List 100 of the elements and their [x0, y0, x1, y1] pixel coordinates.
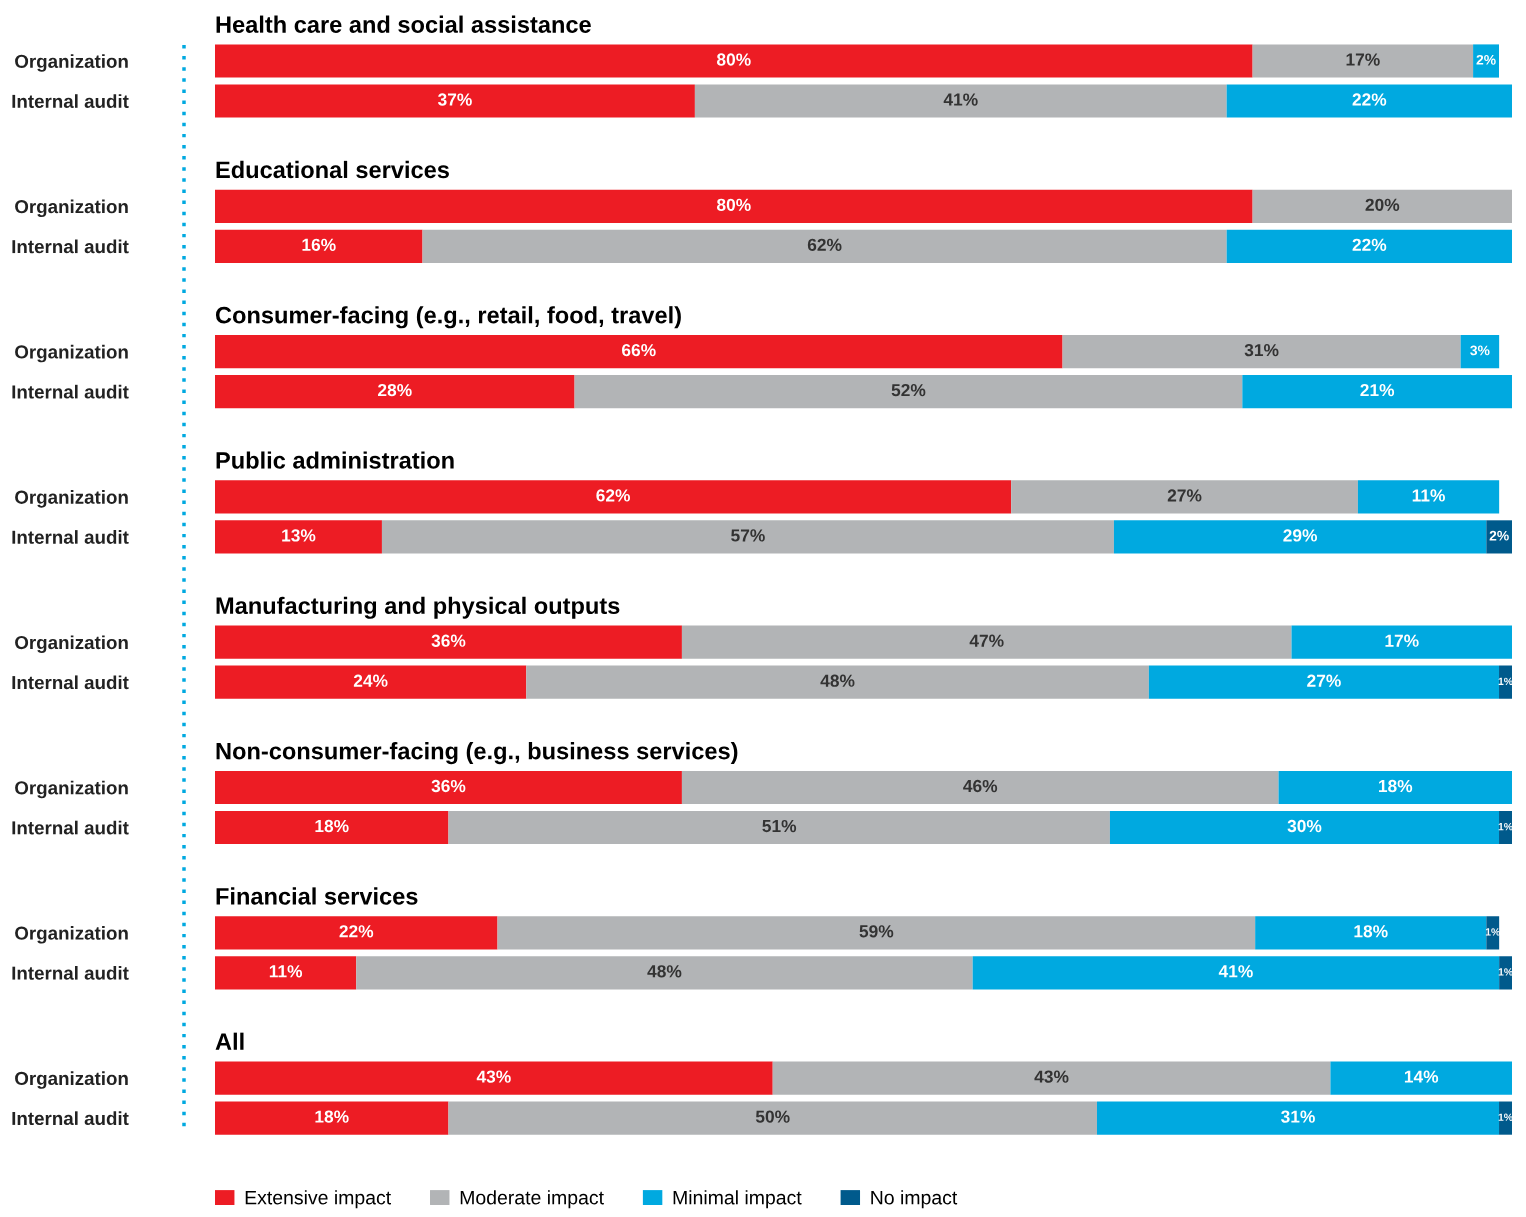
chart-title: Non-consumer-facing (e.g., business services) — [216, 742, 738, 765]
bar — [215, 810, 449, 845]
data-label: 22% — [1352, 93, 1387, 106]
bar — [1148, 665, 1500, 699]
data-label: 80% — [716, 198, 751, 211]
bar — [1062, 335, 1461, 369]
bar — [215, 375, 575, 409]
chart-title: Consumer-facing (e.g., retail, food, travel) — [215, 306, 681, 329]
data-label: 43% — [476, 1070, 511, 1083]
y-tick-label: Organization — [15, 926, 128, 944]
bar — [381, 520, 1114, 554]
bar — [1242, 375, 1512, 409]
y-tick-label: Organization — [15, 1071, 128, 1089]
data-label: 46% — [963, 779, 998, 793]
legend-label: Extensive impact — [245, 1190, 391, 1209]
legend-label: No impact — [871, 1190, 958, 1209]
data-label: 27% — [1307, 674, 1341, 687]
data-label: 20% — [1365, 198, 1400, 211]
bar — [215, 229, 423, 263]
bar — [215, 770, 682, 805]
data-label: 66% — [622, 343, 656, 357]
bar — [1113, 520, 1487, 554]
bar — [215, 1101, 449, 1135]
data-label: 28% — [378, 383, 412, 397]
bar — [1460, 335, 1500, 369]
bar — [1109, 810, 1500, 845]
data-label: 80% — [716, 53, 751, 66]
bar — [215, 480, 1012, 514]
data-label: 2% — [1489, 530, 1509, 541]
data-label: 62% — [596, 489, 631, 502]
bar — [972, 956, 1500, 990]
y-tick-label: Organization — [15, 635, 128, 653]
data-label: 31% — [1281, 1110, 1315, 1123]
bar — [1096, 1101, 1500, 1135]
y-tick-label: Organization — [15, 54, 128, 72]
y-tick-label: Organization — [15, 199, 128, 218]
bar — [448, 810, 1110, 845]
chart-title: All — [215, 1032, 244, 1050]
chart-title: Public administration — [216, 451, 454, 469]
bar — [1330, 1061, 1512, 1095]
data-label: 41% — [943, 93, 978, 106]
bar — [526, 665, 1149, 699]
data-label: 36% — [431, 779, 466, 793]
data-label: 2% — [1476, 54, 1496, 65]
bar — [1255, 916, 1487, 950]
bar — [215, 956, 357, 990]
bar — [1011, 480, 1358, 514]
data-label: 29% — [1283, 529, 1318, 542]
bar — [422, 229, 1227, 263]
y-tick-label: Internal audit — [12, 384, 129, 399]
bar — [694, 84, 1227, 118]
data-label: 36% — [431, 634, 466, 647]
bar — [356, 956, 973, 990]
chart-title: Financial services — [216, 887, 418, 905]
data-label: 21% — [1360, 383, 1395, 397]
bar — [1357, 480, 1500, 514]
y-tick-label: Internal audit — [12, 1111, 129, 1126]
chart-title: Manufacturing and physical outputs — [216, 596, 620, 619]
bar — [215, 1061, 773, 1095]
data-label: 30% — [1287, 819, 1322, 833]
data-label: 31% — [1244, 343, 1279, 357]
chart-title: Health care and social assistance — [216, 15, 591, 33]
bar — [215, 335, 1063, 369]
bar — [497, 916, 1256, 950]
y-tick-label: Internal audit — [12, 530, 129, 544]
bar — [1473, 44, 1500, 78]
data-label: 11% — [269, 965, 303, 978]
y-tick-label: Organization — [15, 780, 128, 799]
data-label: 14% — [1404, 1070, 1439, 1083]
data-label: 62% — [807, 238, 842, 251]
bar — [1226, 84, 1512, 118]
legend-label: Moderate impact — [460, 1190, 604, 1209]
bar — [1499, 1101, 1512, 1135]
bar — [1499, 956, 1512, 990]
bar — [681, 625, 1292, 659]
data-label: 52% — [891, 383, 926, 397]
bar — [215, 916, 498, 950]
data-label: 17% — [1385, 634, 1419, 647]
bar — [1226, 229, 1512, 263]
y-tick-label: Organization — [15, 344, 128, 363]
bar — [1499, 810, 1512, 845]
y-tick-label: Internal audit — [12, 239, 129, 254]
data-label: 22% — [339, 925, 374, 938]
y-tick-label: Internal audit — [12, 966, 129, 980]
data-label: 57% — [731, 529, 765, 542]
data-label: 16% — [302, 238, 336, 251]
bar — [1252, 189, 1512, 223]
bar — [215, 520, 382, 554]
data-label: 47% — [969, 634, 1004, 647]
data-label: 43% — [1034, 1070, 1069, 1083]
data-label: 37% — [437, 93, 472, 106]
data-label: 18% — [1378, 779, 1413, 793]
bar — [1252, 44, 1474, 78]
data-label: 13% — [282, 529, 316, 542]
data-label: 11% — [1412, 489, 1445, 502]
data-label: 48% — [647, 965, 682, 978]
data-label: 50% — [755, 1110, 790, 1123]
data-label: 27% — [1167, 489, 1202, 502]
data-label: 51% — [762, 819, 797, 833]
data-label: 22% — [1352, 238, 1387, 251]
